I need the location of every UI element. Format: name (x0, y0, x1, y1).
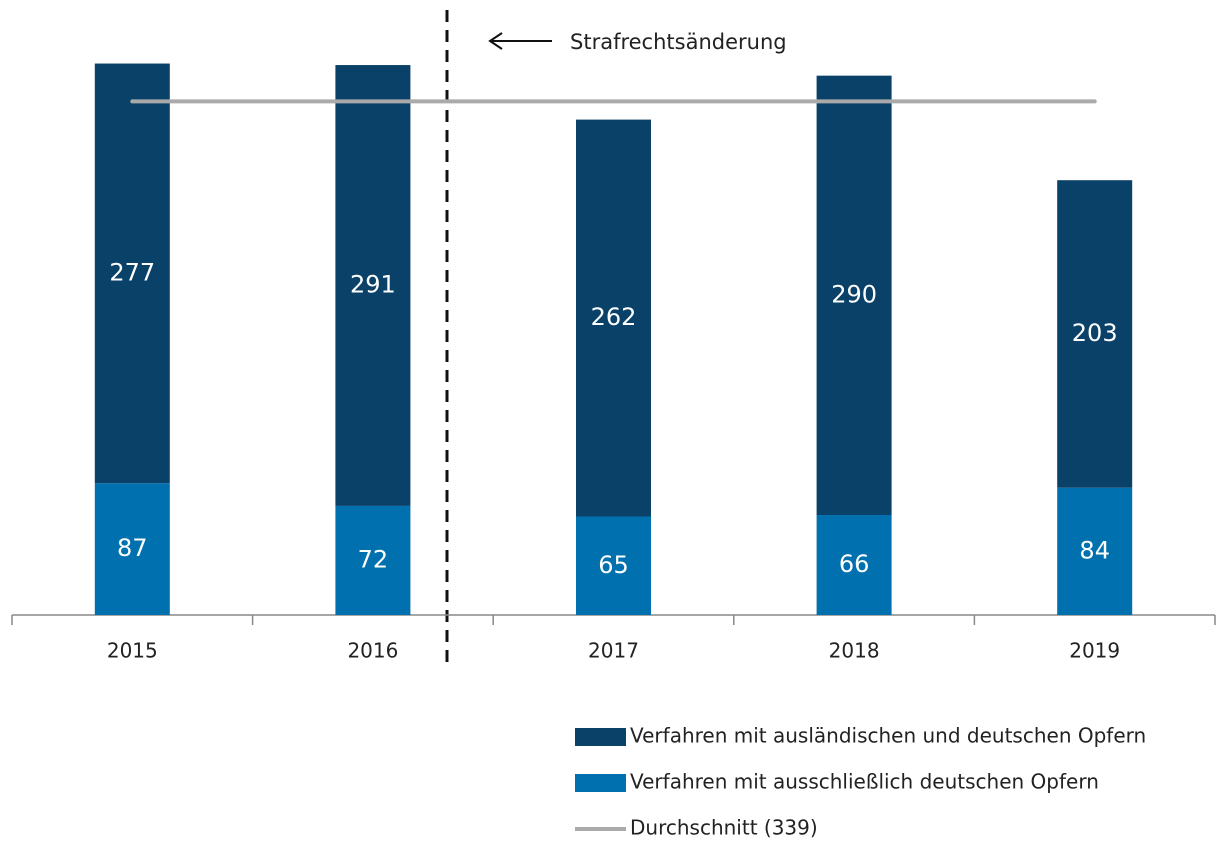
x-tick-label: 2016 (347, 639, 398, 663)
annotation-arrowhead (488, 32, 503, 50)
bar-segment (576, 119, 651, 517)
bar-segment (335, 65, 411, 506)
legend-swatch (575, 728, 626, 746)
data-label: 65 (598, 551, 629, 579)
bar-segment (94, 483, 170, 615)
data-label: 290 (831, 280, 877, 308)
data-label: 66 (839, 550, 870, 578)
bar-segment (816, 75, 892, 516)
bar-segment (335, 505, 411, 615)
data-label: 277 (109, 258, 155, 286)
bar-segment (816, 515, 892, 615)
legend-label: Verfahren mit ausländischen und deutsche… (630, 724, 1146, 748)
data-label: 262 (591, 303, 637, 331)
bar-segment (94, 63, 170, 484)
bar-segment (1057, 487, 1133, 615)
legend-swatch (575, 774, 626, 792)
x-tick-label: 2017 (588, 639, 639, 663)
data-label: 87 (117, 534, 148, 562)
data-label: 72 (358, 545, 389, 573)
x-tick-label: 2015 (107, 639, 158, 663)
bar-segment (1057, 180, 1133, 488)
x-tick-label: 2018 (829, 639, 880, 663)
x-tick-label: 2019 (1069, 639, 1120, 663)
data-label: 291 (350, 270, 396, 298)
data-label: 84 (1079, 536, 1110, 564)
annotation: Strafrechtsänderung (570, 30, 787, 54)
legend-label: Verfahren mit ausschließlich deutschen O… (630, 770, 1099, 794)
data-label: 203 (1072, 319, 1118, 347)
legend-label: Durchschnitt (339) (630, 816, 818, 840)
bar-segment (576, 516, 651, 615)
